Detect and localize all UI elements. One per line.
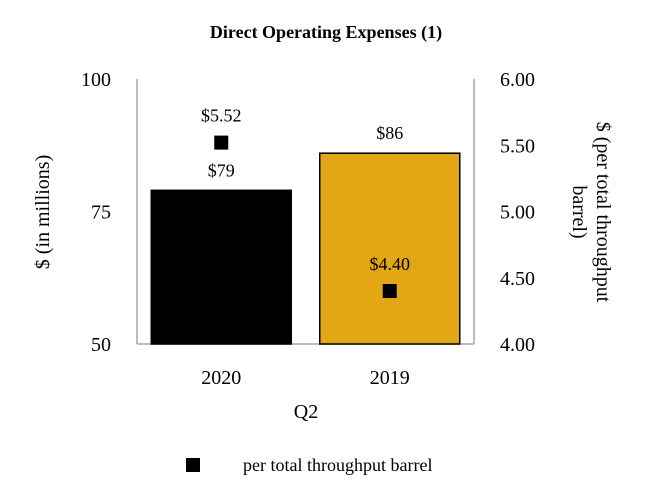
chart-title: Direct Operating Expenses (1) bbox=[210, 22, 442, 43]
plot-area: 50 75 100 4.00 4.50 5.00 5.50 6.00 2020 $79 $5.52 2… bbox=[81, 69, 535, 389]
legend-entry: per total throughput barrel bbox=[243, 455, 432, 475]
y-tick-label-1: 75 bbox=[91, 202, 111, 224]
marker-label-2019: $4.40 bbox=[370, 254, 411, 274]
bar-label-2020: $79 bbox=[208, 160, 235, 180]
y-axis-label: $ (in millions) bbox=[32, 155, 54, 269]
marker-2019 bbox=[382, 284, 397, 298]
y-tick-label-2: 100 bbox=[81, 69, 111, 91]
y2-tick-label-4: 6.00 bbox=[500, 69, 535, 91]
x-tick-label-0: 2020 bbox=[201, 367, 241, 389]
marker-2020 bbox=[214, 135, 229, 150]
y2-tick-label-2: 5.00 bbox=[500, 202, 535, 224]
legend: per total throughput barrel bbox=[186, 455, 432, 475]
y2-tick-label-1: 4.50 bbox=[500, 268, 535, 290]
y2-tick-label-3: 5.50 bbox=[500, 135, 535, 157]
bar-2019 bbox=[319, 152, 461, 345]
y2-axis-label-line2: barrel) bbox=[568, 185, 590, 238]
x-tick-label-1: 2019 bbox=[370, 367, 410, 389]
bar-2020 bbox=[150, 189, 292, 345]
x-axis-label: Q2 bbox=[294, 401, 318, 423]
y-tick-label-0: 50 bbox=[91, 334, 111, 356]
bar-label-2019: $86 bbox=[376, 123, 403, 143]
marker-label-2020: $5.52 bbox=[201, 106, 242, 126]
y2-tick-label-0: 4.00 bbox=[500, 334, 535, 356]
y2-axis-label-line1: $ (per total throughput bbox=[592, 122, 614, 303]
legend-marker bbox=[186, 458, 200, 472]
